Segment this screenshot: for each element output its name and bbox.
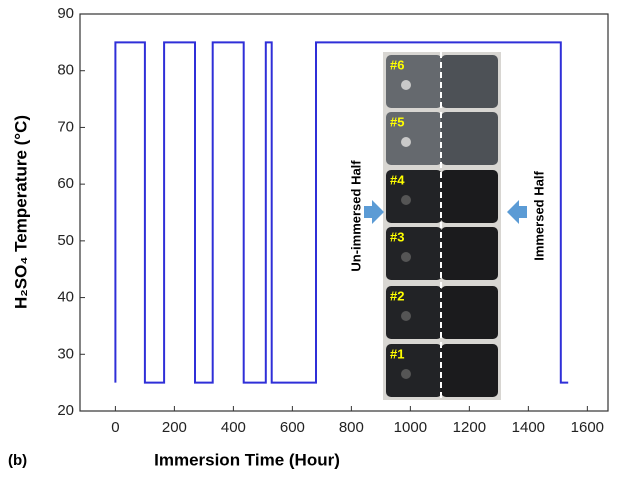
x-tick-label: 1200 xyxy=(453,419,486,436)
sample-left xyxy=(386,55,442,108)
right-label: Immersed Half xyxy=(531,171,546,261)
inset-photo: #6 #5 #4 #3 #2 #1 xyxy=(383,52,501,400)
sample-label: #2 xyxy=(390,288,404,303)
sample-left xyxy=(386,286,442,339)
sample-right xyxy=(441,55,498,108)
x-axis-title: Immersion Time (Hour) xyxy=(154,450,340,469)
y-tick-label: 80 xyxy=(57,62,74,79)
x-tick-label: 1000 xyxy=(394,419,427,436)
x-tick-label: 200 xyxy=(162,419,187,436)
sample-left xyxy=(386,170,442,223)
sample-label: #6 xyxy=(390,57,404,72)
sample-right xyxy=(441,286,498,339)
sample-right xyxy=(441,227,498,280)
sample-hole xyxy=(401,137,411,147)
sample-left xyxy=(386,227,442,280)
x-tick-label: 600 xyxy=(280,419,305,436)
sample-right xyxy=(441,344,498,397)
y-tick-label: 40 xyxy=(57,289,74,306)
x-tick-label: 800 xyxy=(339,419,364,436)
left-label: Un-immersed Half xyxy=(348,160,363,272)
sample-hole xyxy=(401,369,411,379)
y-tick-label: 70 xyxy=(57,118,74,135)
plot-frame xyxy=(79,13,609,412)
sample-label: #5 xyxy=(390,114,404,129)
arrow xyxy=(364,200,384,224)
sample-right xyxy=(441,112,498,165)
sample-right xyxy=(441,170,498,223)
sample-label: #4 xyxy=(390,172,405,187)
panel-label: (b) xyxy=(8,452,27,469)
sample-label: #1 xyxy=(390,346,404,361)
x-tick-label: 1400 xyxy=(512,419,545,436)
sample-hole xyxy=(401,311,411,321)
sample-left xyxy=(386,344,442,397)
y-axis-title: H₂SO₄ Temperature (°C) xyxy=(11,115,30,309)
x-tick-label: 400 xyxy=(221,419,246,436)
x-tick-label: 1600 xyxy=(571,419,604,436)
line xyxy=(114,41,569,384)
x-tick-label: 0 xyxy=(111,419,119,436)
y-tick-label: 30 xyxy=(57,345,74,362)
y-tick-label: 60 xyxy=(57,175,74,192)
sample-left xyxy=(386,112,442,165)
arrow xyxy=(507,200,527,224)
sample-hole xyxy=(401,195,411,205)
y-tick-label: 20 xyxy=(57,402,74,419)
sample-hole xyxy=(401,252,411,262)
y-tick-label: 90 xyxy=(57,5,74,22)
sample-hole xyxy=(401,80,411,90)
sample-label: #3 xyxy=(390,229,404,244)
y-tick-label: 50 xyxy=(57,232,74,249)
